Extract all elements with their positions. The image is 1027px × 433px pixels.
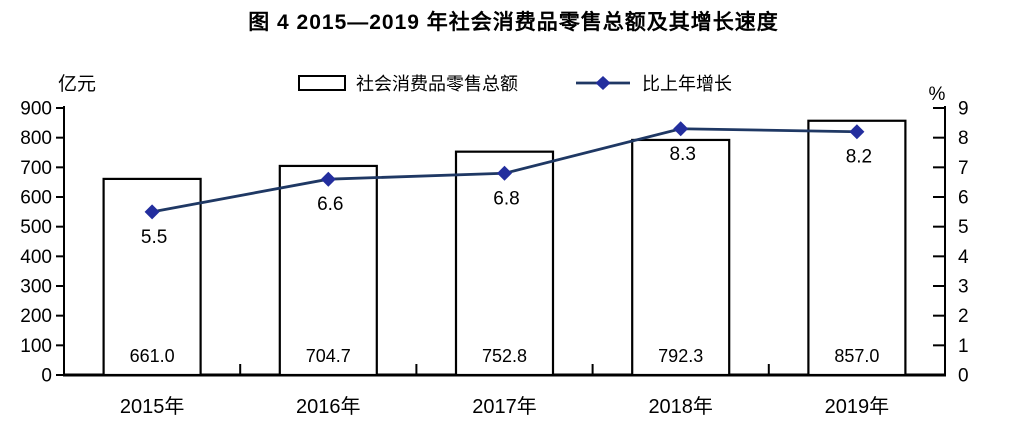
legend-item-line-series: 比上年增长 [574, 70, 732, 96]
bar-series-swatch-icon [298, 75, 346, 91]
x-category-label: 2016年 [296, 395, 361, 418]
y-axis-right-tick-label: 5 [958, 217, 969, 238]
x-category-label: 2015年 [120, 395, 185, 418]
chart-legend: 社会消费品零售总额 比上年增长 [298, 70, 732, 96]
y-axis-right-tick-label: 6 [958, 188, 969, 209]
line-point-label: 5.5 [141, 227, 167, 248]
y-axis-right-tick-label: 9 [958, 99, 969, 120]
y-axis-left-tick-label: 300 [20, 277, 52, 298]
line-point-label: 6.8 [493, 188, 519, 209]
bar-2018年 [631, 138, 731, 377]
bar-value-label: 857.0 [834, 346, 879, 366]
bar-2016年 [278, 164, 378, 377]
y-axis-left-tick-label: 800 [20, 128, 52, 149]
y-axis-left-tick-label: 200 [20, 306, 52, 327]
y-axis-right-tick-label: 2 [958, 306, 969, 327]
bar-2017年 [454, 150, 555, 377]
y-axis-left-tick-label: 900 [20, 99, 52, 120]
y-axis-right-tick-label: 7 [958, 158, 969, 179]
bar-2019年 [807, 119, 907, 377]
legend-label-line-series: 比上年增长 [642, 74, 732, 94]
x-category-label: 2017年 [472, 395, 537, 418]
line-point-label: 6.6 [317, 194, 343, 215]
y-axis-left-tick-label: 0 [41, 366, 52, 387]
bar-value-label: 752.8 [482, 346, 527, 366]
y-axis-right-tick-label: 1 [958, 336, 969, 357]
y-axis-left-tick-label: 600 [20, 188, 52, 209]
diamond-marker-icon [849, 124, 865, 140]
line-point-label: 8.2 [846, 147, 872, 168]
y-axis-left-tick-label: 400 [20, 247, 52, 268]
y-axis-left-tick-label: 700 [20, 158, 52, 179]
y-axis-right-tick-label: 8 [958, 128, 969, 149]
line-point-label: 8.3 [669, 144, 695, 165]
chart-title: 图 4 2015—2019 年社会消费品零售总额及其增长速度 [248, 11, 779, 34]
left-axis-unit-label: 亿元 [58, 73, 96, 95]
y-axis-right-tick-label: 3 [958, 277, 969, 298]
right-axis-unit-label: % [929, 84, 946, 105]
x-category-label: 2019年 [825, 395, 890, 418]
bar-value-label: 792.3 [658, 346, 703, 366]
legend-label-bar-series: 社会消费品零售总额 [356, 74, 518, 94]
x-category-label: 2018年 [648, 395, 713, 418]
legend-item-bar-series: 社会消费品零售总额 [298, 70, 518, 96]
diamond-marker-icon [497, 165, 512, 181]
line-series-swatch-icon [574, 75, 632, 91]
y-axis-left-tick-label: 100 [20, 336, 52, 357]
bar-value-label: 661.0 [130, 346, 175, 366]
diamond-marker-icon [144, 204, 160, 220]
diamond-marker-icon [320, 171, 336, 187]
diamond-marker-icon [673, 121, 689, 137]
y-axis-left-tick-label: 500 [20, 217, 52, 238]
y-axis-right-tick-label: 0 [958, 366, 969, 387]
y-axis-right-tick-label: 4 [958, 247, 969, 268]
bar-value-label: 704.7 [306, 346, 351, 366]
